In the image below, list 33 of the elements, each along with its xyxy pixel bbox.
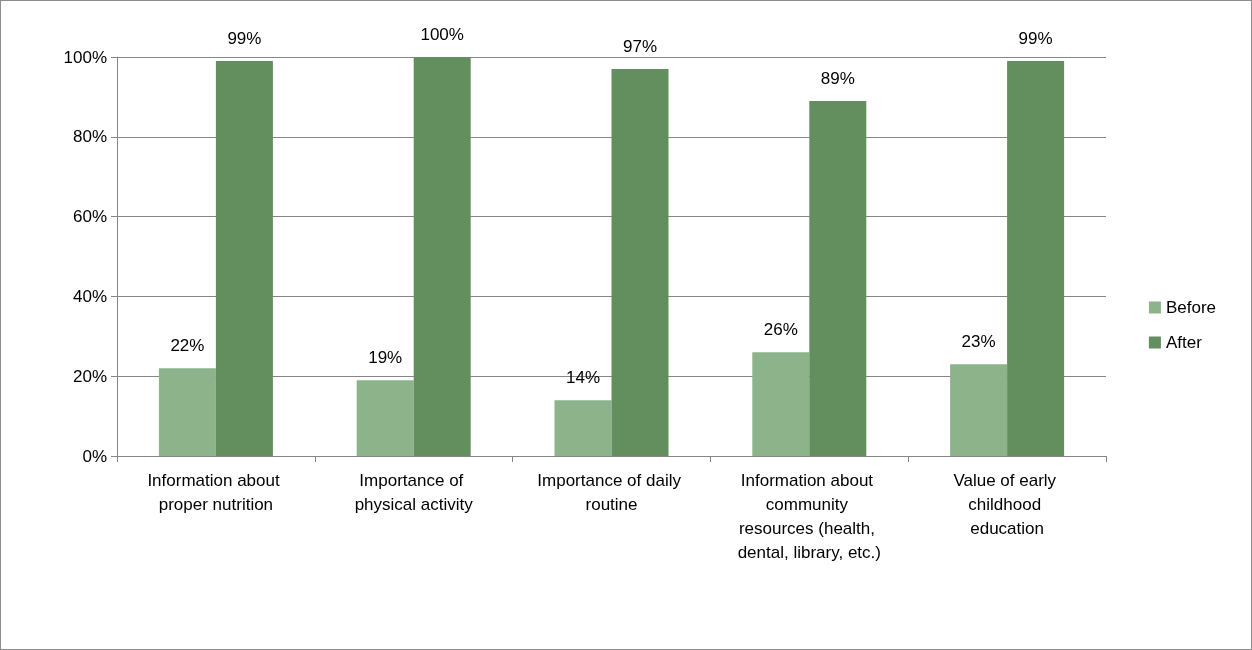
y-tick-label: 40% (72, 286, 107, 306)
data-label: 100% (420, 25, 464, 44)
data-label: 99% (1018, 28, 1053, 48)
data-label: 22% (170, 336, 205, 356)
legend-label: After (1165, 333, 1203, 352)
legend-label: Before (1165, 298, 1217, 317)
y-tick-label: 60% (72, 207, 107, 227)
bar (158, 368, 216, 456)
bar (215, 60, 273, 456)
x-tick-label: Value of early childhood education (953, 470, 1061, 538)
bar (554, 400, 612, 456)
data-label: 26% (763, 320, 798, 340)
bar (809, 100, 867, 456)
x-tick-label: Information about proper nutrition (147, 470, 285, 514)
bar (1007, 60, 1065, 456)
data-label: 19% (368, 348, 403, 368)
x-tick-label: Importance of daily routine (537, 470, 686, 514)
x-tick-label: Importance of physical activity (354, 470, 474, 514)
x-tick-label: Information about community resources (health, dental, library, etc.) (737, 470, 881, 562)
y-tick-label: 20% (72, 366, 107, 386)
bar (356, 380, 414, 456)
bar (611, 68, 669, 456)
y-tick-label: 0% (82, 446, 107, 466)
bar (950, 364, 1008, 456)
data-label: 99% (227, 28, 262, 48)
y-tick-label: 80% (72, 127, 107, 147)
bar (413, 57, 471, 456)
y-tick-label: 100% (63, 47, 107, 67)
data-label: 14% (565, 368, 601, 388)
data-label: 89% (820, 68, 855, 88)
data-label: 23% (961, 332, 996, 352)
bar (752, 352, 810, 456)
data-label: 97% (622, 36, 658, 56)
